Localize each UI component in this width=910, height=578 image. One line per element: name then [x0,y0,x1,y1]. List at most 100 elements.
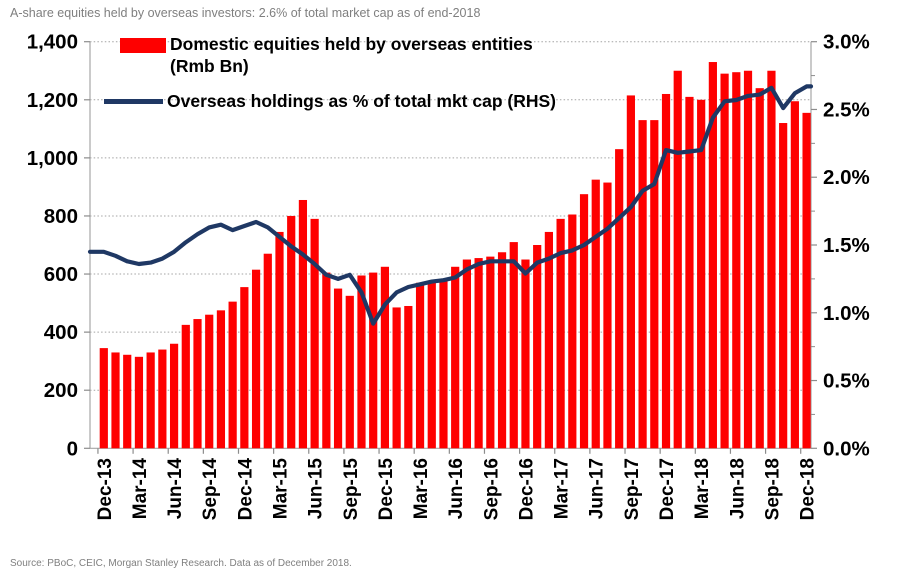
line-series-swatch [104,98,163,104]
bar [509,242,518,449]
bar [615,149,624,449]
bar [345,295,354,449]
bar [251,269,261,449]
bar [474,258,483,449]
x-axis-label: Mar-17 [552,458,573,519]
bar [708,62,717,449]
bar [697,99,706,449]
bar [790,101,799,449]
bar [275,231,284,449]
bar [357,275,366,449]
bar [240,287,249,449]
x-axis-label: Jun-16 [446,458,467,519]
right-axis-label: 1.5% [823,234,870,257]
bar [99,348,108,449]
bar [169,343,179,449]
bar [673,70,682,449]
bar [802,112,811,449]
x-axis-label: Sep-15 [341,458,362,521]
left-axis-label: 1,400 [27,31,78,54]
bar [497,252,507,449]
bar [556,218,565,449]
bar [216,310,226,449]
x-axis-label: Jun-18 [727,458,748,519]
bar [591,179,600,449]
x-axis-label: Dec-18 [798,458,819,520]
bar [486,256,495,449]
x-axis-label: Mar-18 [692,458,713,519]
right-axis-label: 2.5% [823,98,870,121]
right-axis-label: 3.0% [823,31,870,54]
x-axis-label: Dec-15 [376,458,397,521]
bar [767,70,776,449]
bar [287,215,296,449]
legend-item-bars: Domestic equities held by overseas entit… [120,33,533,78]
x-axis-label: Dec-16 [516,458,537,520]
bar [134,356,144,449]
legend-item-line: Overseas holdings as % of total mkt cap … [104,90,556,112]
x-axis-label: Jun-17 [587,458,608,519]
bar [732,72,741,449]
bar [158,349,167,449]
bar [333,288,343,449]
bar [579,194,589,449]
bar [193,319,202,449]
left-axis-label: 600 [44,263,78,286]
bar [369,272,378,449]
chart-title: A-share equities held by overseas invest… [10,6,481,20]
bar [181,324,190,449]
bar [650,120,659,449]
bar [626,95,635,449]
left-axis-label: 800 [44,205,78,228]
left-axis-label: 200 [44,379,78,402]
x-axis-label: Dec-17 [657,458,678,520]
left-axis-label: 1,000 [27,147,78,170]
x-axis-label: Sep-18 [762,458,783,520]
bar [439,281,448,449]
bar [462,259,472,449]
bar [111,352,120,449]
percent-line [87,84,814,326]
bar [720,73,729,449]
x-axis-label: Sep-14 [200,458,221,521]
bar [298,199,308,449]
bar [146,352,155,449]
x-axis-label: Sep-17 [622,458,643,520]
right-axis-label: 0.0% [823,437,870,460]
bar [779,123,788,449]
right-axis-label: 0.5% [823,370,870,393]
bar [451,266,460,449]
x-axis-label: Mar-14 [130,458,151,520]
x-axis-label: Dec-13 [95,458,116,520]
bar [123,354,132,449]
x-axis-label: Jun-14 [165,458,186,520]
right-axis-label: 2.0% [823,166,870,189]
x-axis-label: Mar-15 [270,458,291,520]
bar [603,182,612,449]
bar [380,266,390,449]
bar-series-swatch [120,38,166,53]
x-axis-label: Dec-14 [235,458,256,521]
right-axis-label: 1.0% [823,302,870,325]
bar [228,301,237,449]
bar [685,96,694,449]
bar [755,88,764,449]
left-axis-label: 400 [44,321,78,344]
left-axis-label: 0 [67,437,78,460]
bar [661,93,671,449]
legend-bar-label: Domestic equities held by overseas entit… [170,34,533,77]
bar [205,314,214,449]
left-axis-label: 1,200 [27,89,78,112]
source-note: Source: PBoC, CEIC, Morgan Stanley Resea… [10,558,352,569]
x-axis-label: Sep-16 [481,458,502,520]
bar [322,272,331,449]
bar [427,282,436,449]
bar [404,305,413,449]
x-axis-label: Jun-15 [306,458,327,520]
bar [310,218,319,449]
x-axis-label: Mar-16 [411,458,432,519]
bar [568,214,577,449]
bar [415,282,425,449]
